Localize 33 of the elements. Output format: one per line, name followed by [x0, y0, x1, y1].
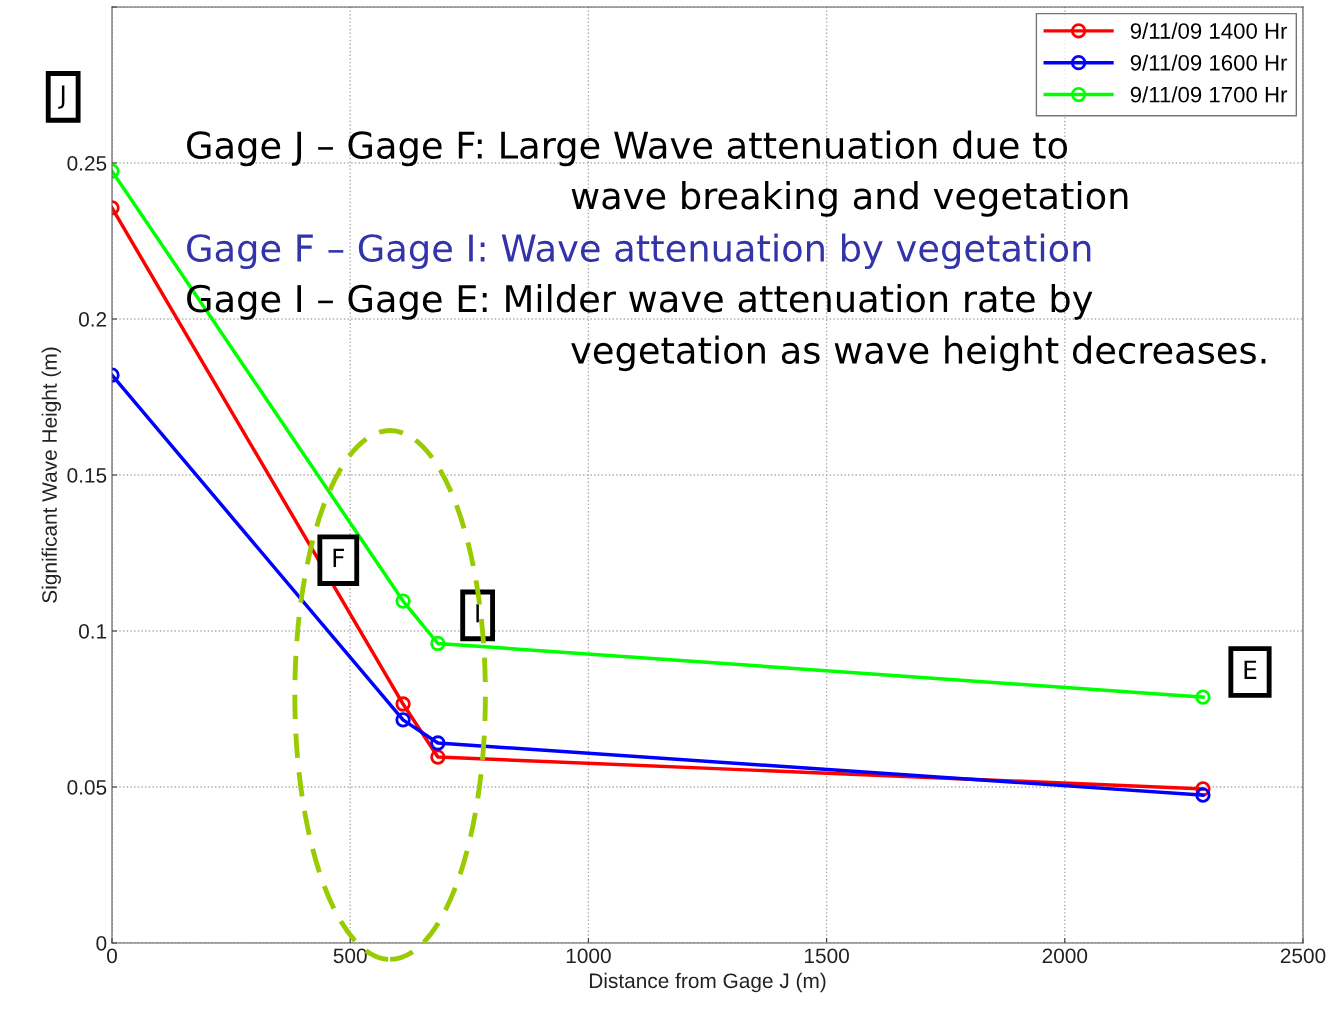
legend-label: 9/11/09 1600 Hr	[1130, 54, 1288, 71]
y-tick-label: 0	[96, 936, 107, 951]
x-axis-title: Distance from Gage J (m)	[589, 972, 826, 993]
annotation: Gage J – Gage F: Large Wave attenuation due to	[187, 130, 1068, 167]
x-tick-label: 2000	[1042, 948, 1088, 964]
x-tick-label: 500	[333, 948, 367, 964]
annotation: Gage F – Gage I: Wave attenuation by vegetation	[187, 233, 1091, 270]
y-tick-label: 0.2	[78, 312, 107, 327]
annotation: E	[1244, 660, 1257, 679]
point	[1195, 689, 1211, 705]
y-tick-label: 0.25	[67, 156, 107, 171]
y-tick-label: 0.05	[67, 780, 107, 795]
annotation: I	[476, 604, 479, 623]
y-axis-title: Significant Wave Height (m)	[41, 347, 62, 603]
point	[430, 635, 446, 652]
point	[430, 749, 446, 765]
annotation: F	[333, 548, 345, 568]
x-tick-label: 1500	[805, 948, 849, 964]
point	[1195, 787, 1211, 803]
point	[395, 593, 411, 609]
x-tick-label: 1000	[566, 948, 611, 964]
text: J	[58, 85, 65, 109]
point	[430, 735, 446, 751]
legend-label: 9/11/09 1400 Hr	[1130, 22, 1288, 39]
y-tick-label: 0.1	[78, 624, 107, 639]
x-tick-label: 0	[107, 948, 117, 964]
y-tick-label: 0.15	[67, 468, 107, 483]
x-tick-label: 2500	[1280, 948, 1326, 964]
point	[395, 696, 411, 712]
annotation: vegetation as wave height decreases.	[571, 335, 1266, 372]
legend-label: 9/11/09 1700 Hr	[1130, 86, 1288, 103]
point	[395, 712, 411, 728]
annotation: wave breaking and vegetation	[571, 181, 1128, 217]
